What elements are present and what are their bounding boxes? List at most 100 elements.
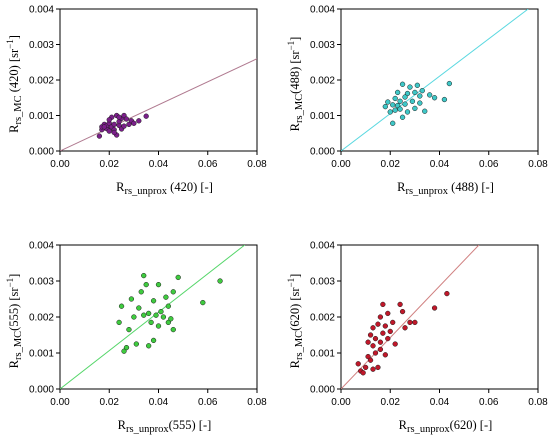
data-point xyxy=(170,289,176,295)
y-tick-label: 0.003 xyxy=(310,277,335,288)
x-tick-label: 0.06 xyxy=(198,397,218,408)
data-point xyxy=(392,95,398,102)
data-point xyxy=(143,113,149,119)
data-point xyxy=(138,289,144,295)
data-point xyxy=(377,314,384,320)
data-point xyxy=(106,117,112,123)
data-point xyxy=(131,120,137,126)
data-point xyxy=(387,109,393,115)
data-point xyxy=(380,330,386,336)
data-point xyxy=(392,107,398,113)
data-point xyxy=(365,339,371,345)
data-point xyxy=(422,108,428,114)
y-tick-label: 0.001 xyxy=(29,349,54,360)
data-point xyxy=(133,341,139,347)
data-point xyxy=(217,278,223,284)
data-point xyxy=(365,353,371,360)
plot-frame xyxy=(340,244,539,390)
data-point xyxy=(407,84,413,90)
y-tick-label: 0.000 xyxy=(310,147,335,158)
data-point xyxy=(382,103,388,110)
x-tick-label: 0.08 xyxy=(247,397,267,408)
data-point xyxy=(126,121,132,128)
data-point xyxy=(362,364,369,371)
x-tick-label: 0.02 xyxy=(381,397,401,408)
x-tick-label: 0.04 xyxy=(430,159,450,170)
data-point xyxy=(360,370,366,376)
x-tick-label: 0.02 xyxy=(100,397,120,408)
y-tick-label: 0.001 xyxy=(29,111,54,122)
data-point xyxy=(387,328,393,335)
x-axis-label: Rrs_unprox(620) [-] xyxy=(399,418,493,435)
data-point xyxy=(170,326,176,333)
x-tick-label: 0.04 xyxy=(149,159,169,170)
x-axis-label: Rrs_unprox (488) [-] xyxy=(397,180,494,197)
x-tick-label: 0.00 xyxy=(331,397,351,408)
data-point xyxy=(377,346,384,353)
data-point xyxy=(106,128,112,134)
x-tick-label: 0.08 xyxy=(247,159,267,170)
scatter-panel-4: 0.00 0.02 0.04 0.06 0.08 0.000 0.001 0.002 0.003… xyxy=(286,241,548,436)
y-tick-label: 0.004 xyxy=(310,5,335,16)
data-point xyxy=(397,301,403,308)
y-tick-label: 0.003 xyxy=(29,40,54,51)
data-point xyxy=(375,321,381,327)
y-tick-label: 0.001 xyxy=(310,349,335,360)
y-axis-label: Rrs_MC(555) [sr−1] xyxy=(5,274,24,369)
data-point xyxy=(399,81,406,87)
data-point xyxy=(148,319,154,326)
data-point xyxy=(441,96,448,103)
y-axis-label: Rrs_MC(620) [sr−1] xyxy=(286,274,305,369)
data-point xyxy=(153,312,159,318)
data-point xyxy=(375,364,381,371)
data-point xyxy=(370,366,376,372)
data-point xyxy=(444,290,450,297)
fit-line xyxy=(60,58,257,151)
data-point xyxy=(431,305,438,311)
data-point xyxy=(155,323,162,329)
data-point xyxy=(404,109,411,115)
data-point xyxy=(163,294,169,300)
data-point xyxy=(123,116,130,122)
data-point xyxy=(377,339,384,345)
scatter-panel-1: 0.00 0.02 0.04 0.06 0.08 0.000 0.001 0.002 0.003… xyxy=(5,5,267,198)
fit-line xyxy=(341,245,480,389)
y-tick-label: 0.002 xyxy=(29,76,54,87)
data-point xyxy=(141,312,147,318)
data-point xyxy=(419,88,425,94)
y-tick-label: 0.002 xyxy=(310,76,335,87)
y-tick-label: 0.002 xyxy=(310,313,335,324)
x-tick-label: 0.04 xyxy=(149,397,169,408)
data-point xyxy=(141,272,147,279)
data-point xyxy=(412,319,418,326)
x-tick-label: 0.08 xyxy=(528,397,548,408)
data-point xyxy=(394,102,401,109)
y-tick-label: 0.000 xyxy=(310,385,335,396)
data-point xyxy=(380,301,386,308)
data-point xyxy=(116,114,122,120)
data-point xyxy=(143,281,149,288)
data-point xyxy=(385,335,391,342)
data-point xyxy=(158,308,164,315)
x-tick-label: 0.00 xyxy=(331,159,351,170)
data-point xyxy=(390,319,396,326)
data-point xyxy=(367,332,374,338)
data-point xyxy=(409,98,416,104)
data-point xyxy=(146,343,152,349)
x-axis-label: Rrs_unprox(555) [-] xyxy=(118,418,212,435)
data-point xyxy=(150,337,157,344)
data-point xyxy=(402,101,408,107)
data-point xyxy=(431,95,438,101)
y-tick-label: 0.000 xyxy=(29,385,54,396)
data-point xyxy=(150,298,157,304)
x-tick-label: 0.06 xyxy=(198,159,218,170)
data-point xyxy=(118,303,125,309)
data-point xyxy=(412,89,418,96)
data-point xyxy=(399,308,406,315)
data-point xyxy=(121,123,127,129)
fit-line xyxy=(341,9,529,151)
data-point xyxy=(370,343,376,349)
data-point xyxy=(200,299,206,306)
data-point xyxy=(414,82,420,88)
